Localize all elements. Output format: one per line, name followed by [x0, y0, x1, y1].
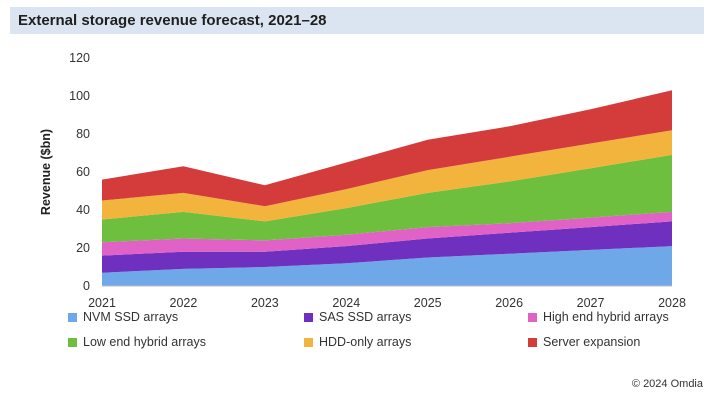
area-series-2 [102, 221, 672, 273]
x-tick-label: 2023 [251, 296, 279, 310]
y-tick-label: 60 [76, 165, 90, 179]
area-series-6 [102, 90, 672, 207]
area-series-4 [102, 154, 672, 243]
y-tick-label: 80 [76, 127, 90, 141]
x-tick-label: 2028 [658, 296, 686, 310]
y-tick-label: 20 [76, 241, 90, 255]
title-bar: External storage revenue forecast, 2021–… [10, 7, 704, 34]
x-tick-label: 2025 [414, 296, 442, 310]
y-tick-label: 40 [76, 203, 90, 217]
y-tick-label: 0 [83, 279, 90, 293]
area-series-5 [102, 130, 672, 222]
x-tick-label: 2022 [170, 296, 198, 310]
y-tick-label: 100 [69, 89, 90, 103]
x-tick-label: 2026 [495, 296, 523, 310]
x-tick-label: 2021 [88, 296, 116, 310]
x-tick-label: 2024 [332, 296, 360, 310]
y-tick-label: 120 [69, 51, 90, 65]
y-axis-title: Revenue ($bn) [39, 129, 53, 215]
area-series-1 [102, 246, 672, 286]
x-tick-label: 2027 [577, 296, 605, 310]
copyright-text: © 2024 Omdia [631, 378, 703, 390]
area-series-3 [102, 211, 672, 256]
chart-title: External storage revenue forecast, 2021–… [18, 12, 327, 29]
